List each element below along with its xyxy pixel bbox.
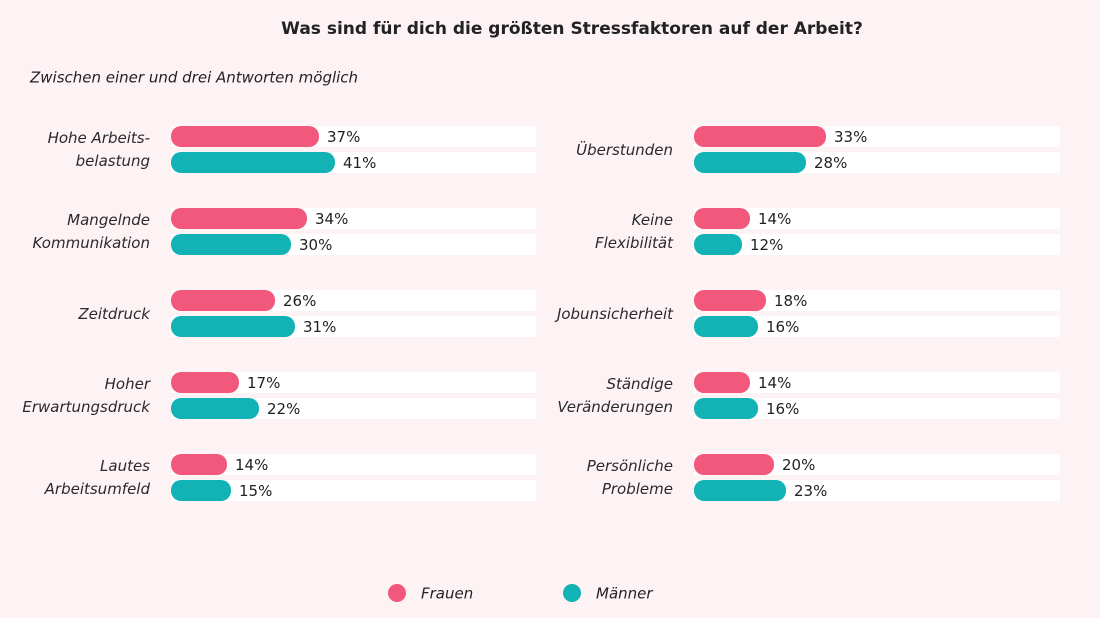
value-label: 31% [303,318,336,336]
bar [171,398,259,419]
category-label: Lautes Arbeitsumfeld [44,457,150,498]
bar-track [171,454,536,475]
bar [694,372,750,393]
value-label: 37% [327,128,360,146]
bar-track [694,372,1060,393]
value-label: 30% [299,236,332,254]
bar-track [694,398,1060,419]
bar [694,454,774,475]
bar [171,234,291,255]
category-label: Jobunsicherheit [556,304,673,323]
bar [171,152,335,173]
value-label: 15% [239,482,272,500]
value-label: 34% [315,210,348,228]
legend-swatch [388,584,406,602]
bar [171,290,275,311]
bar-track [171,372,536,393]
bar [171,454,227,475]
category-label: Keine Flexibilität [594,211,673,252]
value-label: 23% [794,482,827,500]
legend-label: Männer [596,585,653,603]
legend-swatch [563,584,581,602]
value-label: 28% [814,154,847,172]
value-label: 33% [834,128,867,146]
bar-track [694,316,1060,337]
bar [694,234,742,255]
value-label: 14% [758,374,791,392]
value-label: 12% [750,236,783,254]
bar [694,398,758,419]
bar-track [694,454,1060,475]
bar [171,126,319,147]
bar-track [694,208,1060,229]
bar-track [694,234,1060,255]
category-label: Ständige Veränderungen [557,375,673,416]
bar [694,208,750,229]
value-label: 18% [774,292,807,310]
value-label: 16% [766,400,799,418]
category-label: Hoher Erwartungsdruck [22,375,150,416]
bar-track [171,480,536,501]
bar [171,208,307,229]
chart-title: Was sind für dich die größten Stressfakt… [281,19,863,39]
value-label: 14% [758,210,791,228]
category-label: Überstunden [576,140,673,159]
bar [694,290,766,311]
category-label: Mangelnde Kommunikation [32,211,151,252]
value-label: 26% [283,292,316,310]
value-label: 41% [343,154,376,172]
bar [694,152,806,173]
value-label: 14% [235,456,268,474]
value-label: 22% [267,400,300,418]
category-label: Hohe Arbeits- belastung [47,129,150,170]
value-label: 16% [766,318,799,336]
chart-subtitle: Zwischen einer und drei Antworten möglic… [29,69,358,87]
bar [694,126,826,147]
bar-track [171,398,536,419]
category-label: Zeitdruck [78,304,150,323]
bar [171,480,231,501]
value-label: 17% [247,374,280,392]
bar-track [694,290,1060,311]
bar-track [694,480,1060,501]
category-label: Persönliche Probleme [586,457,673,498]
bar [694,480,786,501]
value-label: 20% [782,456,815,474]
legend-label: Frauen [421,585,473,603]
bar [694,316,758,337]
bar [171,316,295,337]
bar [171,372,239,393]
